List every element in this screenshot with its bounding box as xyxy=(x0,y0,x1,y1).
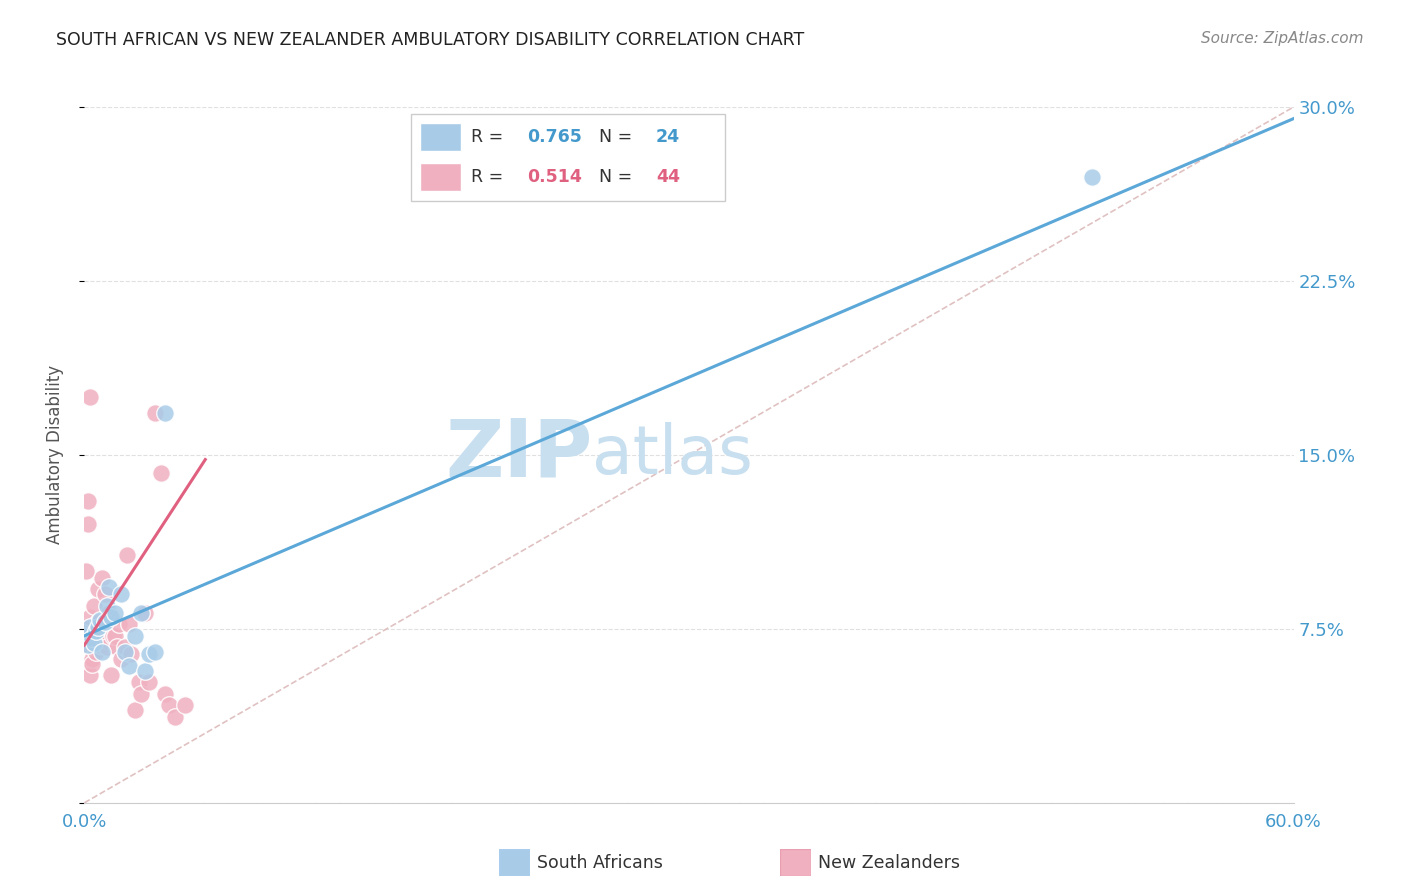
Point xyxy=(149,467,172,481)
Point xyxy=(165,710,187,724)
Point xyxy=(86,645,108,659)
Point xyxy=(134,664,156,678)
Y-axis label: Ambulatory Disability: Ambulatory Disability xyxy=(45,366,63,544)
Point xyxy=(93,615,115,629)
Point xyxy=(82,631,104,645)
Point xyxy=(75,629,97,643)
Point xyxy=(120,648,142,662)
Point xyxy=(1081,169,1104,184)
Point xyxy=(100,610,122,624)
Point xyxy=(89,638,111,652)
Text: atlas: atlas xyxy=(592,422,754,488)
Point xyxy=(124,629,146,643)
Point xyxy=(134,606,156,620)
Point xyxy=(86,624,108,639)
Point xyxy=(83,599,105,613)
Point xyxy=(87,582,110,597)
Point xyxy=(138,648,160,662)
Point xyxy=(107,617,129,632)
Point xyxy=(79,390,101,404)
Point xyxy=(77,494,100,508)
Point xyxy=(157,698,180,713)
Point xyxy=(153,406,176,420)
Point xyxy=(97,580,120,594)
Point xyxy=(101,629,124,643)
Point xyxy=(82,652,104,666)
Text: New Zealanders: New Zealanders xyxy=(818,854,960,871)
Point xyxy=(87,619,110,633)
Point xyxy=(87,615,110,629)
Point xyxy=(143,645,166,659)
Point xyxy=(174,698,197,713)
Point xyxy=(143,406,166,420)
Point xyxy=(97,606,120,620)
Point xyxy=(96,599,118,613)
Point xyxy=(75,564,97,578)
Point xyxy=(77,657,100,671)
Point xyxy=(118,659,141,673)
Point xyxy=(105,640,128,655)
Point xyxy=(89,619,111,633)
Point xyxy=(118,617,141,632)
Point xyxy=(153,687,176,701)
Point xyxy=(89,613,111,627)
Point xyxy=(77,517,100,532)
Point xyxy=(104,606,127,620)
Point xyxy=(93,587,115,601)
Point xyxy=(129,606,152,620)
Point xyxy=(75,638,97,652)
Text: Source: ZipAtlas.com: Source: ZipAtlas.com xyxy=(1201,31,1364,46)
Point xyxy=(110,587,132,601)
Text: ZIP: ZIP xyxy=(444,416,592,494)
Point xyxy=(79,619,101,633)
Point xyxy=(138,675,160,690)
Point xyxy=(96,640,118,655)
Text: South Africans: South Africans xyxy=(537,854,664,871)
Point xyxy=(115,548,138,562)
Point xyxy=(114,640,136,655)
Point xyxy=(75,622,97,636)
Text: SOUTH AFRICAN VS NEW ZEALANDER AMBULATORY DISABILITY CORRELATION CHART: SOUTH AFRICAN VS NEW ZEALANDER AMBULATOR… xyxy=(56,31,804,49)
Point xyxy=(91,571,114,585)
Point xyxy=(83,629,105,643)
Point xyxy=(82,657,104,671)
Point xyxy=(110,652,132,666)
Point xyxy=(79,668,101,682)
Point xyxy=(129,687,152,701)
Point xyxy=(77,638,100,652)
Point xyxy=(83,636,105,650)
Point xyxy=(128,675,150,690)
Point xyxy=(91,645,114,659)
Point xyxy=(93,633,115,648)
Point xyxy=(79,610,101,624)
Point xyxy=(104,629,127,643)
Point xyxy=(114,645,136,659)
Point xyxy=(100,668,122,682)
Point xyxy=(124,703,146,717)
